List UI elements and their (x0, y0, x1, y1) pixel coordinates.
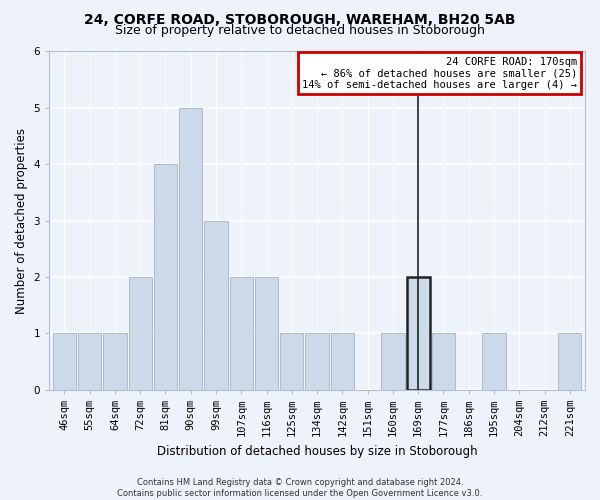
Text: 24 CORFE ROAD: 170sqm
← 86% of detached houses are smaller (25)
14% of semi-deta: 24 CORFE ROAD: 170sqm ← 86% of detached … (302, 56, 577, 90)
Bar (280, 334, 304, 390)
Bar (205, 220, 227, 390)
Bar (331, 334, 354, 390)
X-axis label: Distribution of detached houses by size in Stoborough: Distribution of detached houses by size … (157, 444, 478, 458)
Bar (432, 334, 455, 390)
Text: Contains HM Land Registry data © Crown copyright and database right 2024.
Contai: Contains HM Land Registry data © Crown c… (118, 478, 482, 498)
Bar (305, 334, 329, 390)
Bar (154, 164, 177, 390)
Text: Size of property relative to detached houses in Stoborough: Size of property relative to detached ho… (115, 24, 485, 37)
Bar (558, 334, 581, 390)
Bar (407, 277, 430, 390)
Bar (103, 334, 127, 390)
Text: 24, CORFE ROAD, STOBOROUGH, WAREHAM, BH20 5AB: 24, CORFE ROAD, STOBOROUGH, WAREHAM, BH2… (84, 12, 516, 26)
Bar (482, 334, 506, 390)
Bar (407, 277, 430, 390)
Bar (230, 277, 253, 390)
Y-axis label: Number of detached properties: Number of detached properties (15, 128, 28, 314)
Bar (179, 108, 202, 390)
Bar (381, 334, 404, 390)
Bar (128, 277, 152, 390)
Bar (78, 334, 101, 390)
Bar (53, 334, 76, 390)
Bar (255, 277, 278, 390)
